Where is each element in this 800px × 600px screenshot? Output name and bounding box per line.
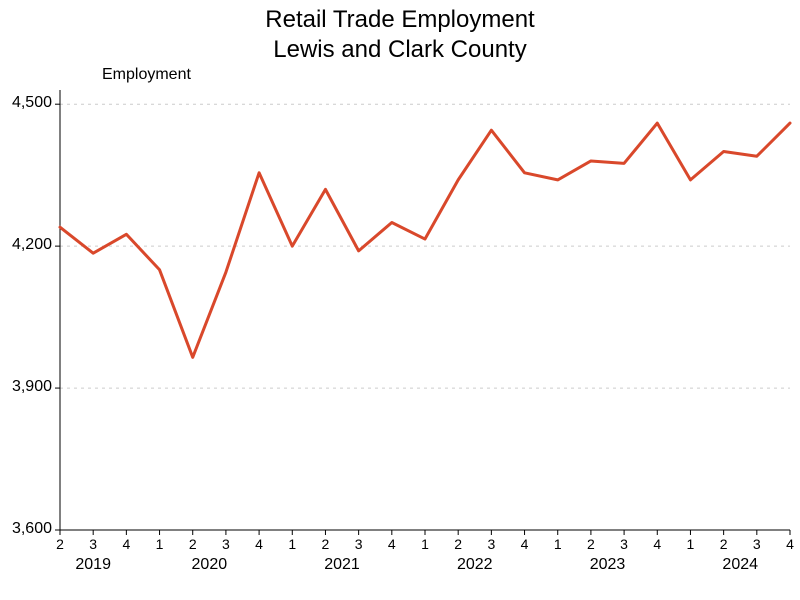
x-year-label: 2021 [324, 556, 360, 574]
x-quarter-label: 1 [288, 536, 296, 552]
x-quarter-label: 2 [56, 536, 64, 552]
y-tick-label: 3,600 [0, 520, 52, 538]
x-year-label: 2020 [192, 556, 228, 574]
y-tick-label: 4,500 [0, 94, 52, 112]
x-quarter-label: 3 [620, 536, 628, 552]
x-year-label: 2024 [722, 556, 758, 574]
x-quarter-label: 2 [587, 536, 595, 552]
x-quarter-label: 2 [189, 536, 197, 552]
x-quarter-label: 4 [388, 536, 396, 552]
y-tick-label: 4,200 [0, 236, 52, 254]
line-chart: Retail Trade Employment Lewis and Clark … [0, 0, 800, 600]
x-quarter-label: 4 [786, 536, 794, 552]
x-quarter-label: 3 [487, 536, 495, 552]
x-quarter-label: 2 [720, 536, 728, 552]
x-quarter-label: 3 [222, 536, 230, 552]
x-quarter-label: 4 [521, 536, 529, 552]
x-quarter-label: 1 [156, 536, 164, 552]
x-quarter-label: 1 [687, 536, 695, 552]
x-quarter-label: 2 [454, 536, 462, 552]
x-quarter-label: 1 [554, 536, 562, 552]
x-quarter-label: 2 [322, 536, 330, 552]
x-year-label: 2023 [590, 556, 626, 574]
x-quarter-label: 1 [421, 536, 429, 552]
x-year-label: 2019 [75, 556, 111, 574]
y-tick-label: 3,900 [0, 378, 52, 396]
x-quarter-label: 4 [653, 536, 661, 552]
x-quarter-label: 3 [89, 536, 97, 552]
x-quarter-label: 4 [122, 536, 130, 552]
x-quarter-label: 3 [355, 536, 363, 552]
x-quarter-label: 4 [255, 536, 263, 552]
chart-svg [0, 0, 800, 600]
x-quarter-label: 3 [753, 536, 761, 552]
x-year-label: 2022 [457, 556, 493, 574]
